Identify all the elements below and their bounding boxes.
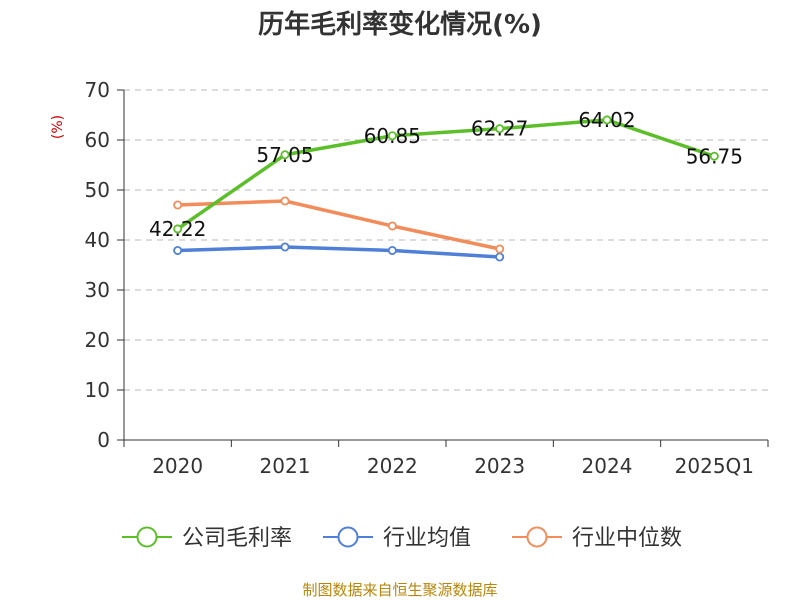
x-ticks: 2020 2021 2022 2023 2024 2025Q1	[123, 440, 769, 478]
series-line	[175, 245, 502, 259]
data-point	[495, 124, 505, 134]
data-label: 62.27	[471, 117, 528, 141]
data-point	[602, 115, 612, 125]
x-tick-label: 2022	[367, 454, 418, 478]
series-line	[175, 199, 502, 251]
legend: 公司毛利率 行业均值 行业中位数	[122, 526, 682, 551]
data-point	[173, 224, 183, 234]
y-tick-label: 70	[85, 78, 110, 102]
legend-label: 行业中位数	[572, 526, 682, 551]
data-point	[173, 245, 183, 255]
data-point	[280, 150, 290, 160]
data-point	[280, 196, 290, 206]
data-point	[173, 200, 183, 210]
x-tick-label: 2025Q1	[675, 454, 754, 478]
data-point	[387, 245, 397, 255]
x-tick-label: 2020	[152, 454, 203, 478]
series-layer	[173, 115, 719, 262]
data-labels: 42.22 57.05 60.85 62.27 64.02 56.75	[149, 108, 743, 241]
gridlines	[124, 89, 768, 391]
data-label: 56.75	[686, 144, 743, 168]
data-label: 60.85	[364, 124, 421, 148]
source-note: 制图数据来自恒生聚源数据库	[302, 581, 497, 599]
y-tick-label: 40	[85, 228, 110, 252]
y-tick-label: 50	[85, 178, 110, 202]
y-tick-label: 60	[85, 128, 110, 152]
y-tick-label: 0	[97, 428, 110, 452]
data-point	[495, 252, 505, 262]
legend-label: 行业均值	[383, 526, 471, 551]
data-label: 57.05	[256, 143, 313, 167]
data-label: 42.22	[149, 217, 206, 241]
y-tick-label: 10	[85, 378, 110, 402]
data-label: 64.02	[578, 108, 635, 132]
x-tick-label: 2024	[582, 454, 633, 478]
data-point	[387, 221, 397, 231]
x-tick-label: 2021	[260, 454, 311, 478]
data-point	[387, 131, 397, 141]
series-line	[175, 118, 717, 231]
data-point	[280, 242, 290, 252]
legend-swatch-marker	[526, 526, 548, 548]
y-tick-label: 20	[85, 328, 110, 352]
y-ticks: 0 10 20 30 40 50 60 70	[85, 78, 124, 452]
x-tick-label: 2023	[474, 454, 525, 478]
data-point	[709, 151, 719, 161]
legend-swatch-marker	[337, 526, 359, 548]
y-tick-label: 30	[85, 278, 110, 302]
chart-title: 历年毛利率变化情况(%)	[258, 9, 542, 40]
legend-swatch-marker	[136, 526, 158, 548]
y-axis-label: (%)	[50, 115, 66, 139]
data-point	[495, 244, 505, 254]
legend-label: 公司毛利率	[182, 526, 292, 551]
